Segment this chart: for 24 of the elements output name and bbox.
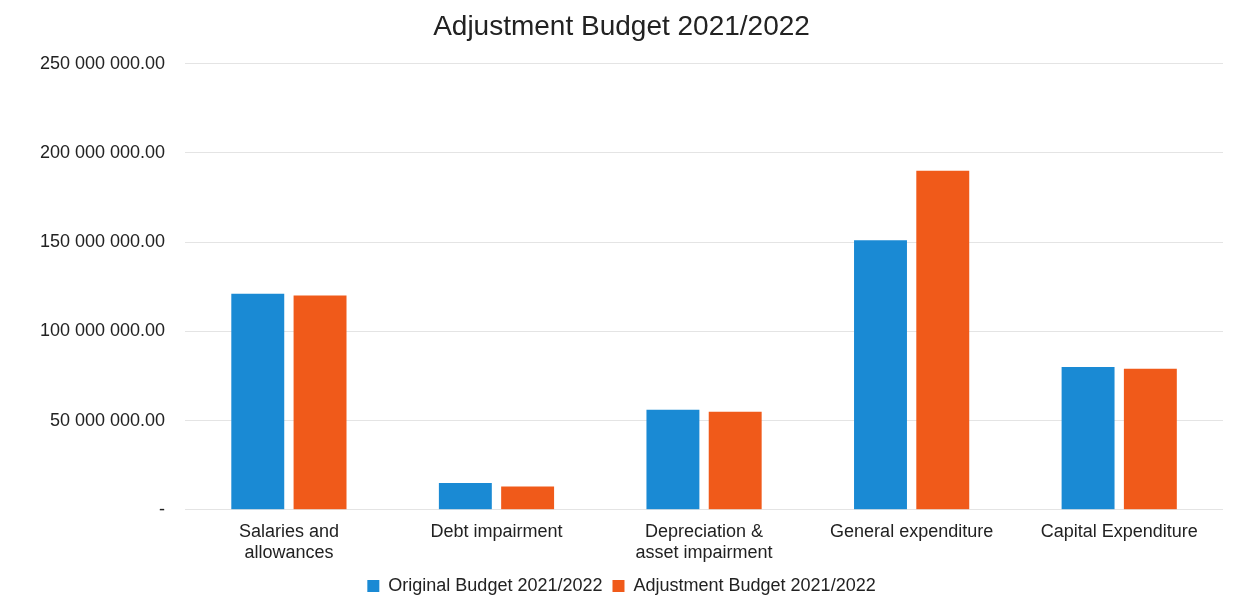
y-tick-label: 250 000 000.00 xyxy=(40,52,166,73)
bar xyxy=(501,486,555,510)
x-tick-label: Depreciation & asset impairment xyxy=(635,520,773,563)
legend-label: Adjustment Budget 2021/2022 xyxy=(633,574,876,595)
bar xyxy=(231,293,285,510)
bar xyxy=(1061,367,1115,510)
bar xyxy=(293,295,347,510)
bar xyxy=(646,409,700,510)
bar xyxy=(708,411,762,510)
bar xyxy=(438,483,492,510)
x-tick-label: Debt impairment xyxy=(430,520,563,541)
bar xyxy=(916,170,970,510)
y-tick-label: 100 000 000.00 xyxy=(40,320,166,341)
x-tick-label: Salaries and allowances xyxy=(238,520,339,563)
x-tick-label: General expenditure xyxy=(830,520,994,541)
y-tick-label: 50 000 000.00 xyxy=(50,409,166,430)
chart-title: Adjustment Budget 2021/2022 xyxy=(433,9,810,41)
x-tick-label: Capital Expenditure xyxy=(1040,520,1198,541)
y-tick-label: 200 000 000.00 xyxy=(40,141,166,162)
legend-label: Original Budget 2021/2022 xyxy=(388,574,603,595)
y-tick-label: 150 000 000.00 xyxy=(40,231,166,252)
bar xyxy=(854,240,907,510)
bar xyxy=(1123,368,1177,510)
y-tick-label: - xyxy=(159,498,166,519)
